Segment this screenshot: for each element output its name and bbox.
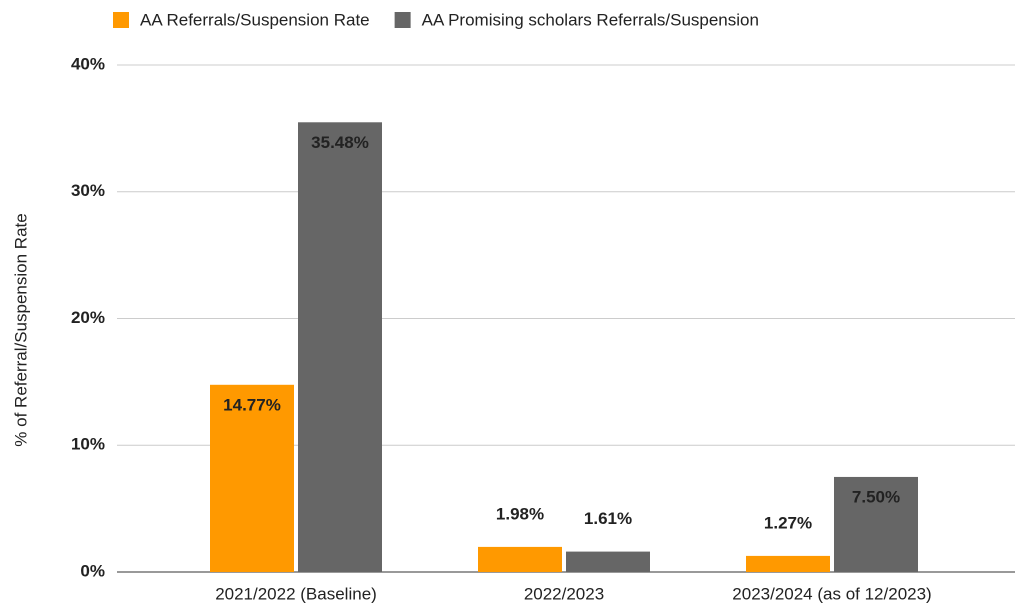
- x-tick-label: 2022/2023: [524, 584, 604, 603]
- bar: [566, 551, 650, 572]
- data-label: 1.27%: [764, 513, 812, 532]
- bar: [478, 546, 562, 572]
- x-tick-label: 2021/2022 (Baseline): [215, 584, 377, 603]
- y-tick-label: 20%: [71, 308, 105, 327]
- bar: [210, 384, 294, 572]
- data-label: 1.61%: [584, 509, 632, 528]
- bar: [834, 476, 918, 572]
- y-axis-label: % of Referral/Suspension Rate: [11, 213, 30, 446]
- y-tick-label: 0%: [80, 561, 105, 580]
- legend-swatch: [394, 12, 411, 28]
- data-label: 14.77%: [223, 395, 281, 414]
- y-tick-label: 10%: [71, 435, 105, 454]
- data-label: 1.98%: [496, 504, 544, 523]
- y-tick-label: 30%: [71, 181, 105, 200]
- x-tick-label: 2023/2024 (as of 12/2023): [732, 584, 931, 603]
- legend-swatch: [113, 12, 129, 28]
- data-label: 7.50%: [852, 487, 900, 506]
- legend-label: AA Referrals/Suspension Rate: [140, 10, 370, 29]
- legend-label: AA Promising scholars Referrals/Suspensi…: [422, 10, 759, 29]
- bar: [746, 555, 830, 572]
- bar: [298, 122, 382, 572]
- data-label: 35.48%: [311, 133, 369, 152]
- y-tick-label: 40%: [71, 54, 105, 73]
